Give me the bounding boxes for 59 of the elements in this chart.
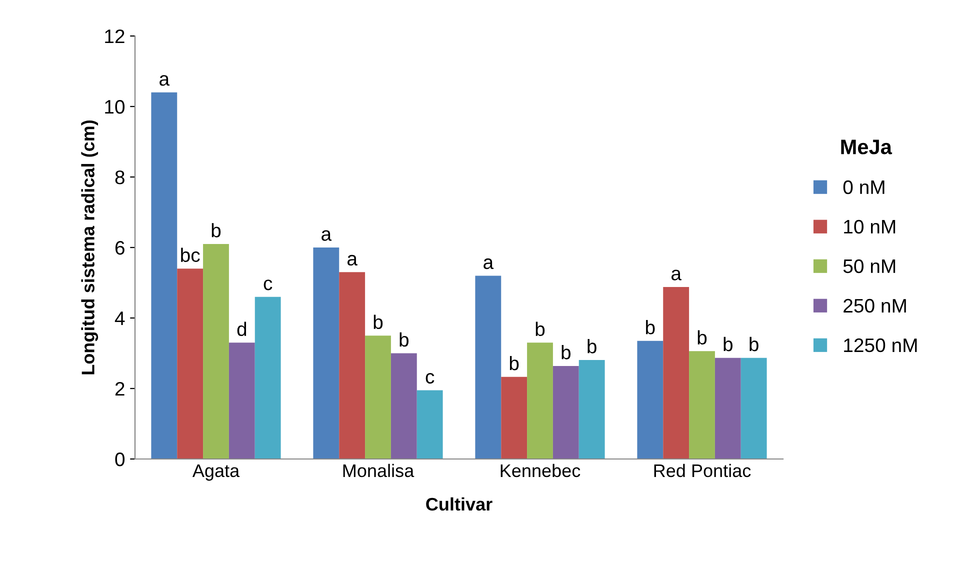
y-tick-label: 0 xyxy=(115,452,125,466)
x-axis-title: Cultivar xyxy=(426,497,492,511)
bar xyxy=(390,353,417,459)
bar xyxy=(313,248,340,459)
x-tick-label: Red Pontiac xyxy=(654,464,751,478)
bar xyxy=(254,296,281,459)
legend-label: 250 nM xyxy=(844,298,906,313)
y-tick-label: 4 xyxy=(114,312,125,326)
data-label: bc xyxy=(181,248,200,262)
legend-label: 1250 nM xyxy=(844,338,917,352)
x-tick-label: Agata xyxy=(192,464,240,481)
bar xyxy=(740,358,767,459)
data-label: b xyxy=(724,336,733,352)
legend-label: 10 nM xyxy=(844,220,896,234)
data-label: b xyxy=(646,320,655,334)
data-label: c xyxy=(426,372,434,384)
y-axis-title: Longitud sistema radical (cm) xyxy=(81,120,98,374)
data-label: b xyxy=(750,336,758,352)
data-label: b xyxy=(374,314,383,330)
bar xyxy=(637,340,664,459)
bar xyxy=(689,351,715,459)
data-label: b xyxy=(212,223,221,238)
y-tick-label: 12 xyxy=(105,29,124,44)
bar xyxy=(663,286,690,459)
bar xyxy=(475,276,502,459)
y-tick-label: 6 xyxy=(115,240,124,255)
bar xyxy=(339,272,366,459)
legend-title: MeJa xyxy=(841,140,892,154)
data-label: d xyxy=(237,322,246,336)
data-label: b xyxy=(510,356,519,370)
y-tick-label: 2 xyxy=(115,382,124,396)
data-label: b xyxy=(698,330,707,345)
data-label: a xyxy=(348,254,358,266)
bar xyxy=(203,244,229,459)
data-label: a xyxy=(322,230,332,241)
y-tick-label: 10 xyxy=(105,100,125,114)
data-label: b xyxy=(562,345,571,360)
data-label: a xyxy=(160,75,170,86)
bar xyxy=(578,360,605,459)
bar xyxy=(714,358,741,459)
data-label: a xyxy=(672,270,682,280)
bar xyxy=(177,268,204,459)
bar xyxy=(501,376,528,459)
y-tick-label: 8 xyxy=(115,170,124,184)
data-label: a xyxy=(484,258,494,270)
bar xyxy=(151,92,178,459)
legend-label: 0 nM xyxy=(843,180,884,194)
data-label: b xyxy=(588,339,596,354)
data-label: b xyxy=(536,322,545,336)
data-label: b xyxy=(400,332,409,347)
x-tick-label: Monalisa xyxy=(343,464,414,478)
legend-label: 50 nM xyxy=(843,259,896,274)
bar xyxy=(552,366,579,459)
bar xyxy=(527,342,553,459)
x-tick-label: Kennebec xyxy=(500,464,580,478)
data-label: c xyxy=(264,280,272,290)
bar xyxy=(365,336,391,459)
bar xyxy=(228,342,255,459)
bar xyxy=(416,390,443,459)
